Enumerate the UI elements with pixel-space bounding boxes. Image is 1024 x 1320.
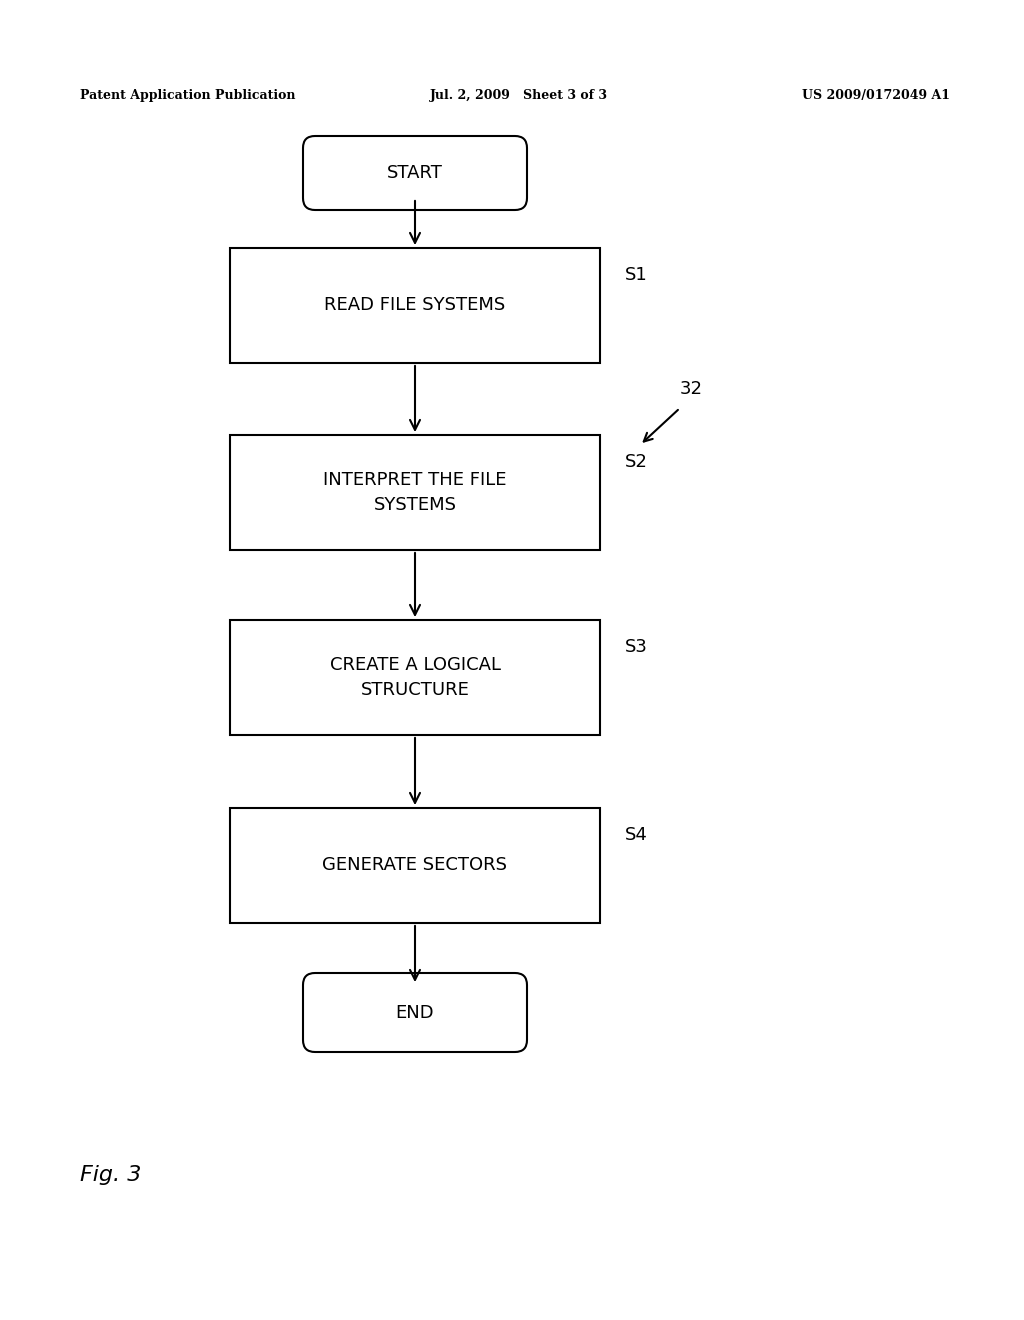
Text: END: END bbox=[395, 1003, 434, 1022]
Text: CREATE A LOGICAL
STRUCTURE: CREATE A LOGICAL STRUCTURE bbox=[330, 656, 501, 700]
Text: START: START bbox=[387, 164, 443, 182]
Text: S3: S3 bbox=[625, 638, 648, 656]
Text: Patent Application Publication: Patent Application Publication bbox=[80, 88, 296, 102]
FancyBboxPatch shape bbox=[303, 136, 527, 210]
FancyBboxPatch shape bbox=[303, 973, 527, 1052]
Bar bbox=[230, 620, 600, 735]
Text: S2: S2 bbox=[625, 453, 648, 471]
Text: S1: S1 bbox=[625, 267, 648, 284]
Text: Fig. 3: Fig. 3 bbox=[80, 1166, 141, 1185]
Bar bbox=[230, 436, 600, 550]
Bar bbox=[230, 808, 600, 923]
Text: 32: 32 bbox=[680, 380, 703, 399]
Text: US 2009/0172049 A1: US 2009/0172049 A1 bbox=[802, 88, 950, 102]
Text: READ FILE SYSTEMS: READ FILE SYSTEMS bbox=[325, 297, 506, 314]
Text: Jul. 2, 2009   Sheet 3 of 3: Jul. 2, 2009 Sheet 3 of 3 bbox=[430, 88, 608, 102]
Text: GENERATE SECTORS: GENERATE SECTORS bbox=[323, 857, 508, 874]
Text: S4: S4 bbox=[625, 826, 648, 843]
Bar bbox=[230, 248, 600, 363]
Text: INTERPRET THE FILE
SYSTEMS: INTERPRET THE FILE SYSTEMS bbox=[324, 471, 507, 513]
